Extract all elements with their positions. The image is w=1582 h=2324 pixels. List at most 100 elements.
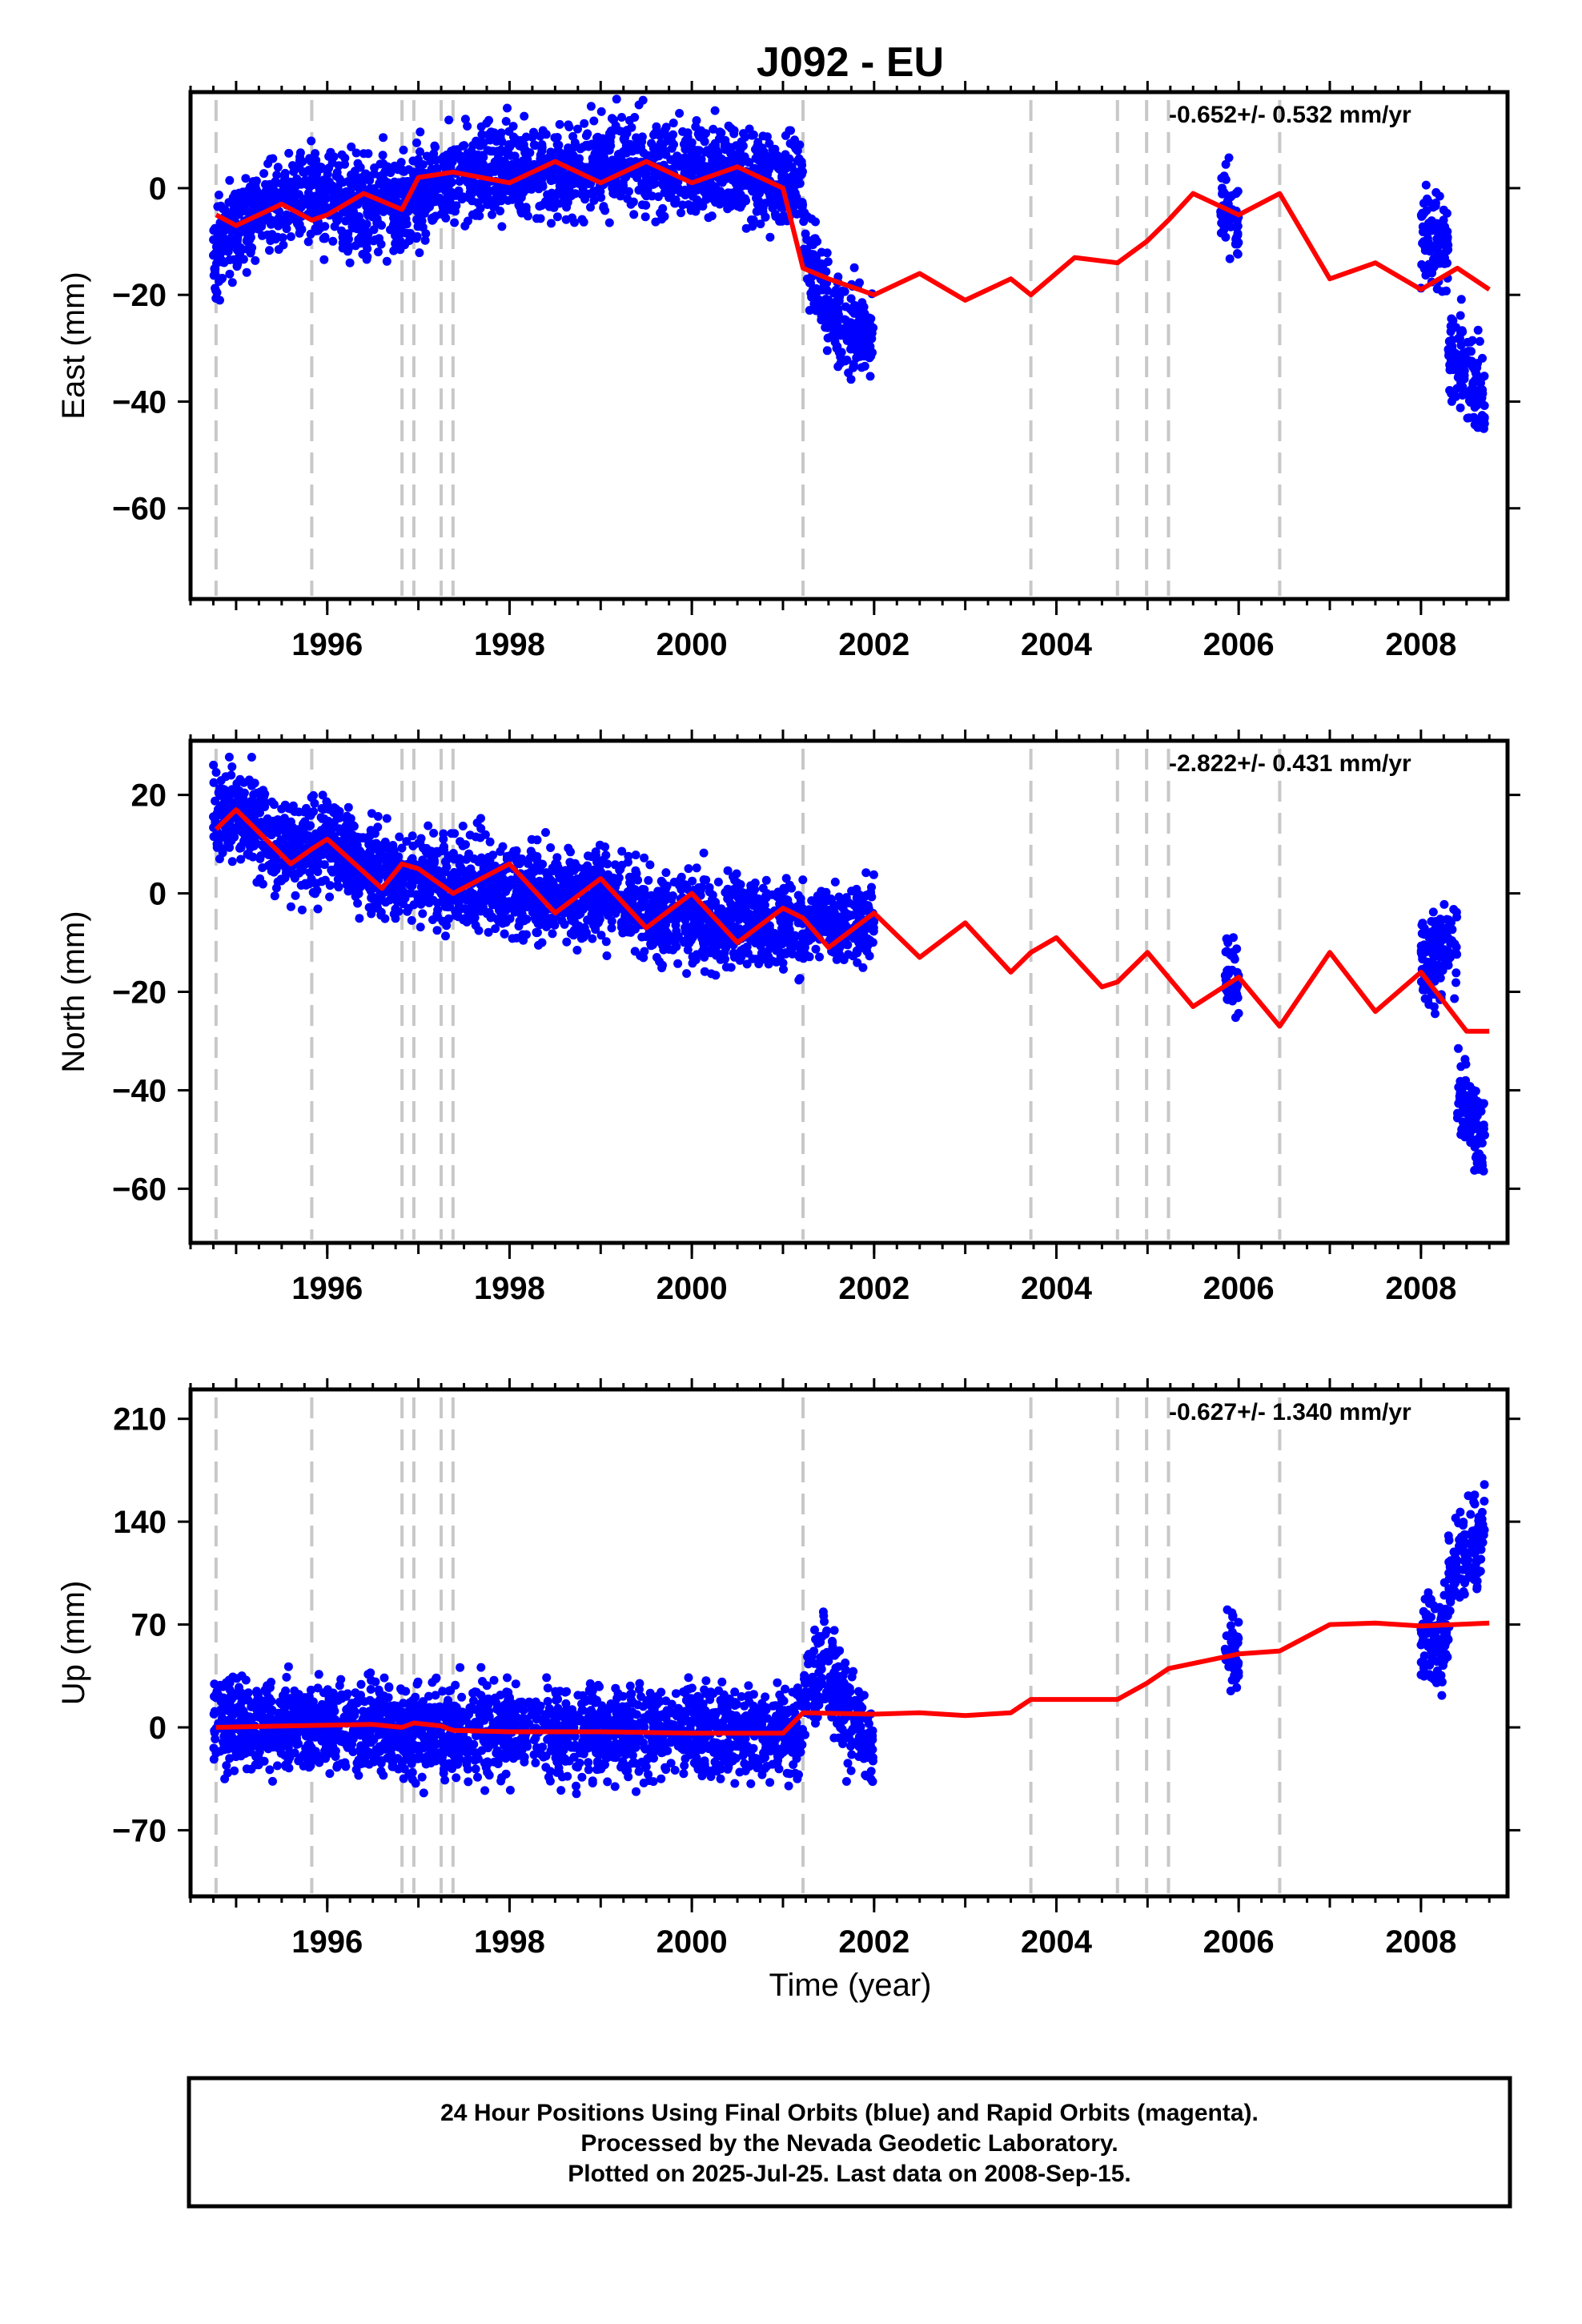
data-point [1418, 222, 1427, 231]
data-point [579, 217, 588, 227]
data-point [513, 164, 523, 174]
data-point [1431, 187, 1441, 197]
data-point [659, 895, 669, 903]
data-point [328, 236, 338, 246]
data-point [612, 94, 621, 104]
data-point [785, 880, 794, 890]
data-point [809, 240, 817, 250]
data-point [347, 142, 356, 151]
data-point [1417, 259, 1427, 269]
data-point [380, 177, 390, 186]
data-point [599, 203, 608, 212]
data-point [637, 932, 647, 942]
data-point [280, 168, 290, 178]
data-point [418, 201, 428, 211]
data-point [220, 785, 230, 794]
data-point [378, 151, 387, 160]
data-point [751, 154, 761, 163]
data-point [465, 830, 475, 840]
data-point [286, 232, 295, 241]
data-point [691, 207, 701, 216]
data-point [310, 156, 319, 166]
data-point [249, 841, 259, 850]
data-point [265, 179, 275, 189]
data-point [420, 235, 430, 245]
data-point [367, 203, 377, 213]
data-point [640, 947, 649, 956]
data-point [375, 188, 385, 198]
data-point [483, 146, 492, 155]
data-point [258, 863, 267, 872]
data-point [607, 114, 616, 123]
data-point [491, 924, 500, 934]
data-point [834, 348, 844, 357]
data-point [534, 174, 544, 183]
data-point [460, 115, 470, 124]
data-point [536, 131, 545, 141]
data-point [251, 181, 260, 191]
data-point [414, 215, 424, 225]
data-point [516, 207, 526, 216]
data-point [219, 227, 228, 237]
data-point [586, 102, 596, 111]
data-point [781, 155, 791, 164]
data-point [415, 248, 424, 258]
data-point [1456, 311, 1465, 320]
data-point [447, 829, 456, 838]
data-point [416, 147, 424, 156]
data-point [422, 151, 432, 161]
data-point [761, 212, 770, 222]
data-point [732, 869, 741, 879]
data-point [677, 208, 685, 218]
data-point [270, 891, 279, 901]
data-point [334, 211, 343, 221]
data-point [416, 127, 425, 137]
data-point [860, 311, 869, 320]
data-point [429, 847, 439, 857]
data-point [648, 191, 656, 201]
data-point [211, 223, 220, 233]
data-point [673, 959, 683, 968]
data-point [454, 905, 464, 915]
data-point [628, 875, 637, 885]
data-point [777, 216, 786, 226]
data-point [382, 256, 391, 266]
data-point [485, 837, 495, 846]
data-point [363, 149, 373, 159]
y-axis-title: East (mm) [56, 271, 91, 419]
data-point [640, 853, 649, 862]
data-point [716, 955, 725, 964]
data-point [335, 806, 344, 816]
data-point [710, 106, 720, 115]
data-point [251, 255, 260, 265]
data-point [345, 258, 355, 267]
data-point [475, 141, 484, 151]
data-point [319, 805, 328, 814]
data-point [235, 188, 244, 198]
data-point [417, 184, 427, 194]
data-point [578, 143, 588, 152]
data-point [1447, 388, 1456, 398]
data-point [408, 841, 418, 850]
data-point [801, 934, 811, 943]
data-point [477, 130, 487, 139]
data-point [622, 129, 632, 138]
data-point [564, 143, 573, 153]
data-point [661, 868, 671, 878]
data-point [421, 229, 431, 239]
data-point [1218, 183, 1227, 193]
data-point [225, 175, 235, 185]
data-point [684, 864, 693, 874]
data-point [391, 239, 400, 248]
data-point [429, 828, 439, 838]
data-point [546, 843, 556, 852]
data-point [817, 892, 827, 902]
east-panel: 1996 1998 2000 2002 2004 2006 20080−20−40−60Ea… [56, 81, 1520, 662]
data-point [678, 127, 688, 136]
data-point [424, 821, 433, 830]
data-point [601, 937, 611, 947]
data-point [293, 219, 302, 228]
data-point [299, 823, 308, 833]
data-point [227, 278, 237, 287]
data-point [555, 181, 564, 191]
